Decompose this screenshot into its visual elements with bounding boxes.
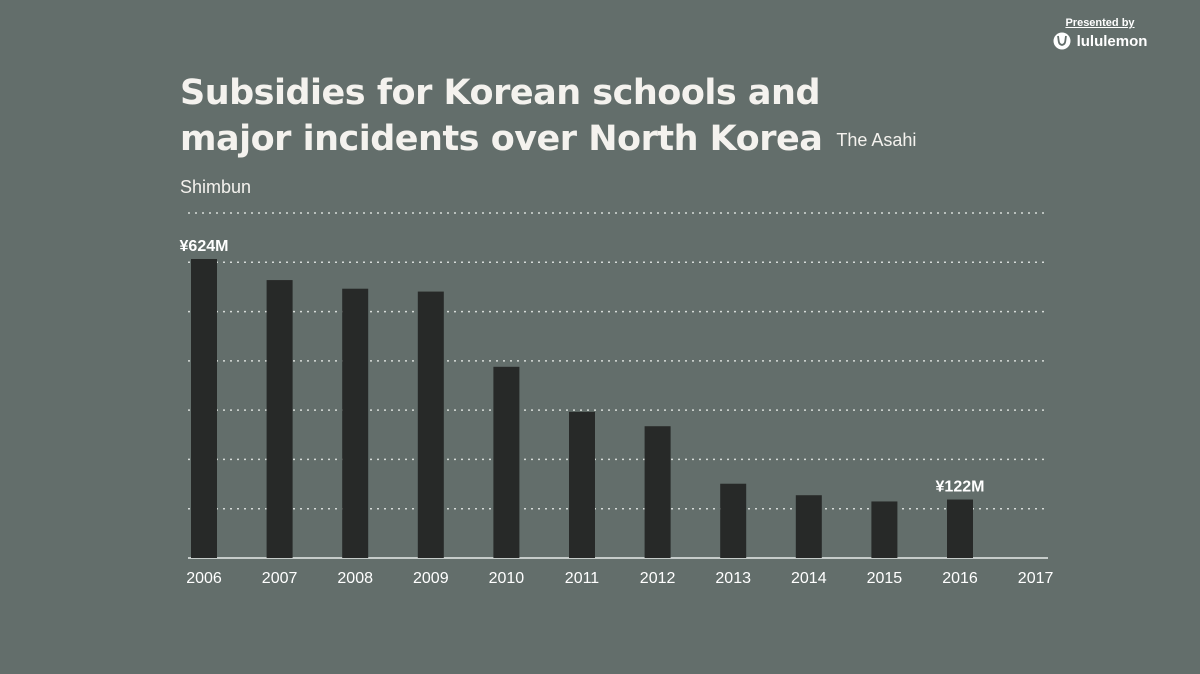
- bar-2016[interactable]: [947, 499, 973, 558]
- bar-2006[interactable]: [191, 259, 217, 558]
- chart-title: Subsidies for Korean schools and major i…: [180, 70, 940, 210]
- bar-2011[interactable]: [569, 411, 595, 558]
- sponsor-block[interactable]: Presented by lululemon: [1040, 17, 1160, 50]
- bar-2012[interactable]: [644, 426, 671, 558]
- x-tick-label-2014: 2014: [791, 570, 827, 587]
- bar-2008[interactable]: [342, 288, 369, 558]
- bar-2013[interactable]: [720, 483, 747, 558]
- lululemon-logo-icon: [1053, 32, 1071, 50]
- x-tick-label-2015: 2015: [867, 570, 903, 587]
- x-tick-label-2011: 2011: [565, 570, 600, 587]
- x-tick-label-2017: 2017: [1018, 570, 1054, 587]
- chart-title-text: Subsidies for Korean schools and major i…: [180, 73, 823, 159]
- bar-2010[interactable]: [493, 366, 520, 558]
- bar-2014[interactable]: [795, 495, 822, 558]
- data-label-2016: ¥122M: [936, 479, 985, 496]
- x-tick-label-2006: 2006: [186, 570, 222, 587]
- x-tick-label-2007: 2007: [262, 570, 298, 587]
- x-tick-label-2008: 2008: [337, 570, 373, 587]
- sponsor-label: Presented by: [1065, 17, 1135, 29]
- source-credit: The Asahi Shimbun: [180, 130, 917, 197]
- bar-2007[interactable]: [266, 280, 293, 558]
- data-label-2006: ¥624M: [180, 238, 229, 255]
- sponsor-brand-name: lululemon: [1076, 32, 1148, 50]
- sponsor-brand[interactable]: lululemon: [1040, 32, 1160, 50]
- x-tick-label-2009: 2009: [413, 570, 449, 587]
- bar-2009[interactable]: [417, 291, 444, 558]
- x-tick-label-2013: 2013: [715, 570, 751, 587]
- x-tick-label-2010: 2010: [489, 570, 525, 587]
- bar-2015[interactable]: [871, 501, 898, 558]
- x-tick-label-2016: 2016: [942, 570, 978, 587]
- x-tick-label-2012: 2012: [640, 570, 676, 587]
